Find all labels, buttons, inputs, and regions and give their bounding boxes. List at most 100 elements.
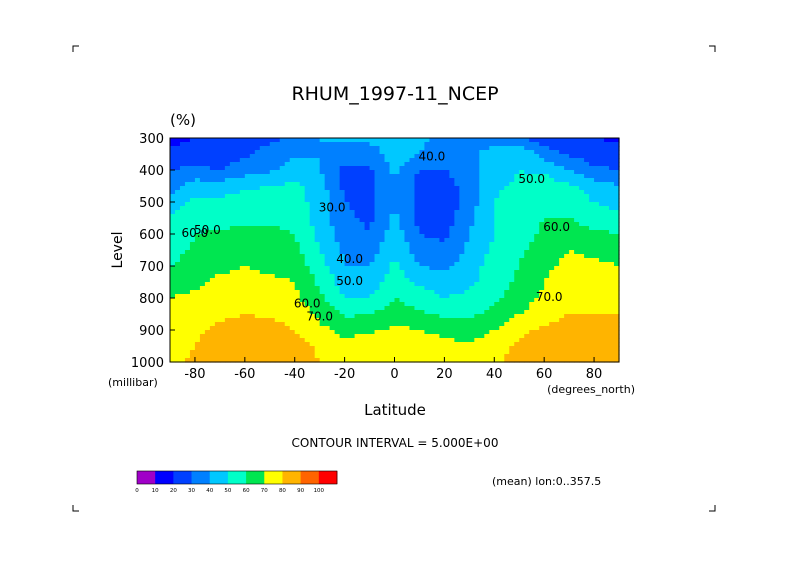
field-cell (584, 166, 590, 171)
field-cell (454, 294, 460, 299)
field-cell (294, 298, 301, 303)
field-cell (269, 286, 276, 291)
field-cell (534, 322, 540, 327)
field-cell (509, 170, 515, 175)
field-cell (269, 330, 276, 335)
field-cell (469, 234, 475, 239)
field-cell (559, 162, 565, 167)
field-cell (329, 218, 336, 223)
field-cell (329, 198, 336, 203)
field-cell (589, 314, 595, 319)
field-cell (544, 182, 550, 187)
field-cell (314, 198, 321, 203)
field-cell (584, 302, 590, 307)
field-cell (614, 202, 620, 207)
field-cell (459, 274, 465, 279)
field-cell (554, 282, 560, 287)
field-cell (279, 346, 286, 351)
field-cell (454, 174, 460, 179)
field-cell (344, 334, 351, 339)
field-cell (409, 182, 416, 187)
field-cell (224, 346, 231, 351)
field-cell (379, 242, 386, 247)
field-cell (544, 162, 550, 167)
field-cell (379, 326, 386, 331)
field-cell (259, 190, 266, 195)
field-cell (554, 254, 560, 259)
field-cell (459, 250, 465, 255)
field-cell (494, 162, 500, 167)
field-cell (464, 286, 470, 291)
field-cell (534, 222, 540, 227)
field-cell (389, 346, 396, 351)
field-cell (559, 150, 565, 155)
field-cell (359, 146, 366, 151)
field-cell (484, 174, 490, 179)
field-cell (274, 310, 281, 315)
field-cell (494, 282, 500, 287)
field-cell (589, 338, 595, 343)
field-cell (579, 190, 585, 195)
field-cell (284, 174, 291, 179)
field-cell (484, 254, 490, 259)
field-cell (334, 262, 341, 267)
field-cell (209, 258, 216, 263)
field-cell (614, 346, 620, 351)
field-cell (279, 334, 286, 339)
field-cell (219, 238, 226, 243)
field-cell (184, 342, 191, 347)
field-cell (170, 170, 176, 175)
field-cell (404, 266, 411, 271)
field-cell (544, 142, 550, 147)
field-cell (269, 178, 276, 183)
field-cell (239, 210, 246, 215)
field-cell (424, 354, 431, 359)
field-cell (204, 246, 211, 251)
field-cell (589, 318, 595, 323)
field-cell (349, 306, 356, 311)
field-cell (484, 262, 490, 267)
field-cell (564, 334, 570, 339)
field-cell (389, 262, 396, 267)
field-cell (529, 206, 535, 211)
field-cell (254, 294, 261, 299)
field-cell (209, 214, 216, 219)
field-cell (569, 186, 575, 191)
field-cell (389, 354, 396, 359)
field-cell (234, 242, 241, 247)
field-cell (249, 202, 256, 207)
field-cell (584, 254, 590, 259)
field-cell (514, 266, 520, 271)
field-cell (309, 346, 316, 351)
field-cell (319, 334, 326, 339)
field-cell (194, 162, 201, 167)
field-cell (249, 194, 256, 199)
field-cell (494, 138, 500, 143)
field-cell (544, 250, 550, 255)
field-cell (254, 262, 261, 267)
field-cell (254, 270, 261, 275)
field-cell (529, 226, 535, 231)
field-cell (224, 246, 231, 251)
field-cell (344, 182, 351, 187)
field-cell (244, 174, 251, 179)
field-cell (259, 222, 266, 227)
field-cell (614, 146, 620, 151)
field-cell (309, 342, 316, 347)
field-cell (254, 206, 261, 211)
field-cell (354, 170, 361, 175)
field-cell (589, 350, 595, 355)
field-cell (384, 318, 391, 323)
field-cell (544, 146, 550, 151)
field-cell (494, 182, 500, 187)
field-cell (179, 206, 186, 211)
field-cell (504, 234, 510, 239)
field-cell (479, 266, 485, 271)
field-cell (459, 182, 465, 187)
field-cell (604, 294, 610, 299)
field-cell (279, 258, 286, 263)
field-cell (194, 290, 201, 295)
field-cell (204, 290, 211, 295)
field-cell (379, 274, 386, 279)
field-cell (194, 326, 201, 331)
